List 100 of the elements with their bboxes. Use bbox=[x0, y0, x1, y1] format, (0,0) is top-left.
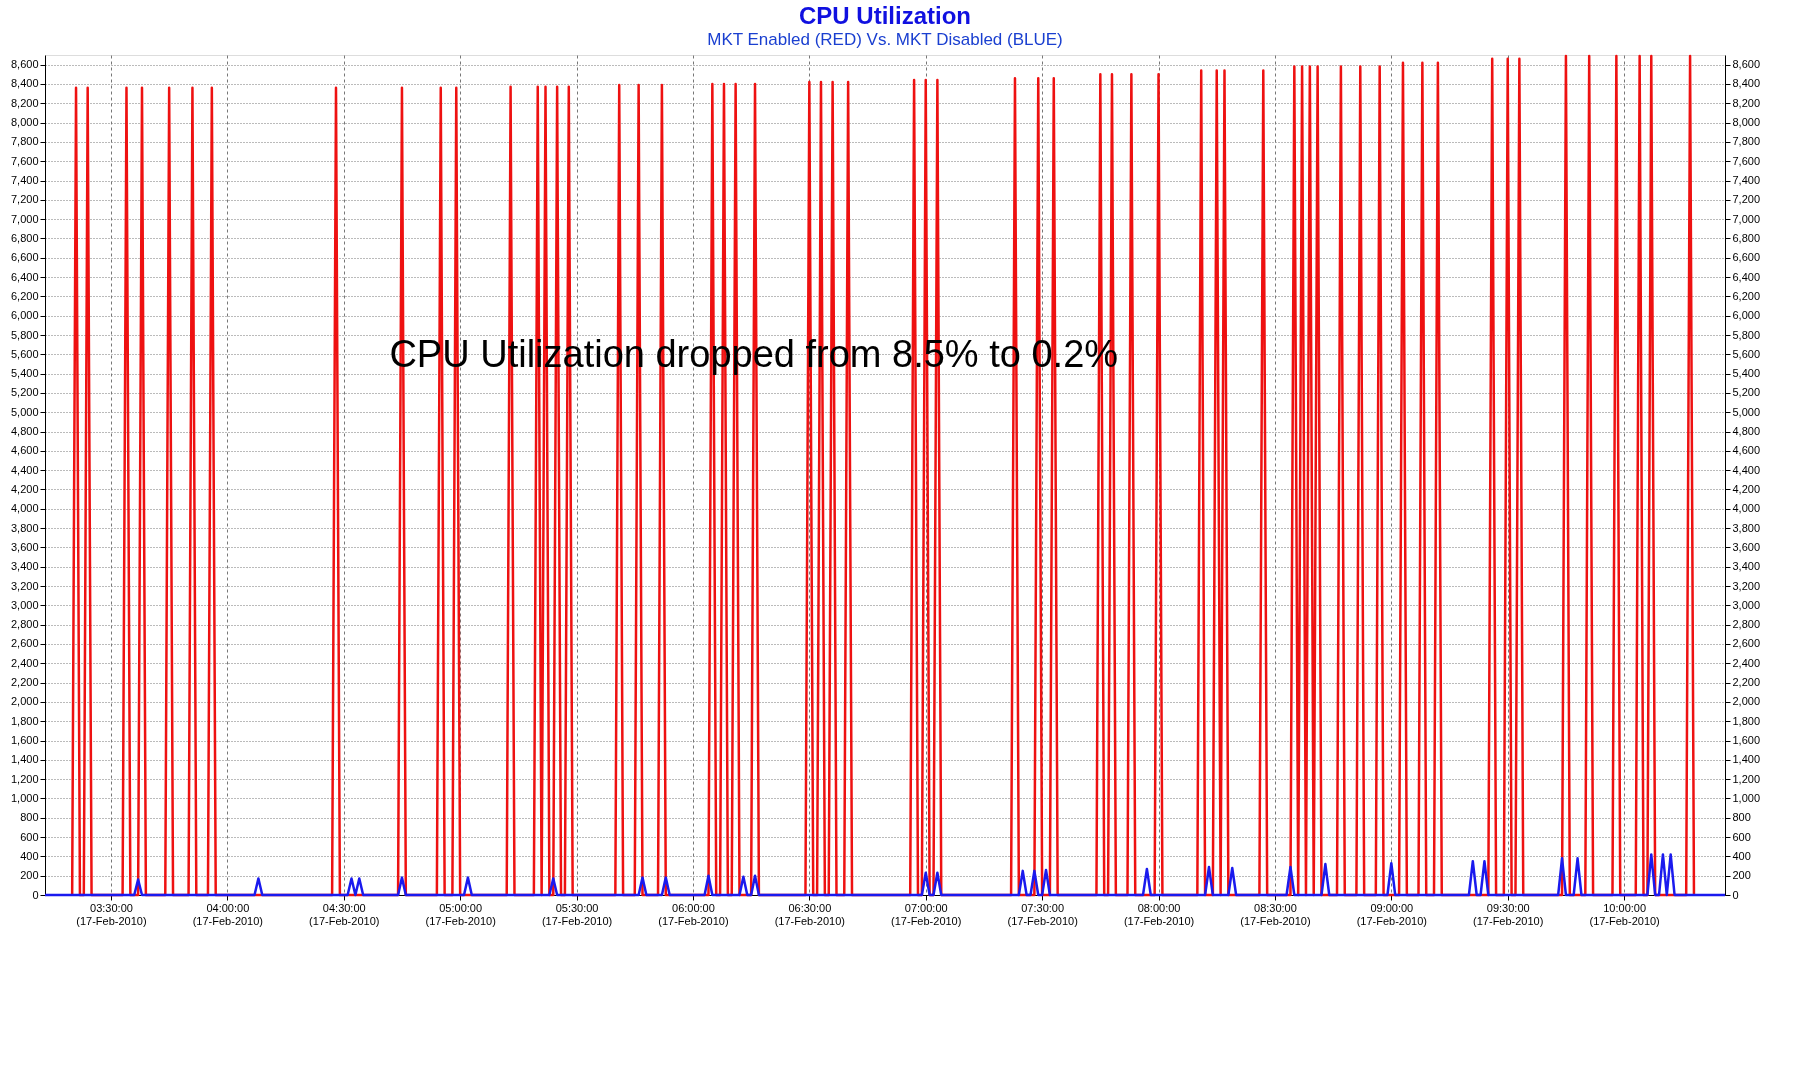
y-tick-label: 5,800 bbox=[10, 328, 39, 341]
y-tick-label: 1,200 bbox=[10, 772, 39, 785]
line-series bbox=[70, 54, 1696, 897]
y2-tick-label: 2,800 bbox=[1732, 618, 1761, 631]
y2-tick-label: 7,400 bbox=[1732, 174, 1761, 187]
x-tick-label: 05:30:00 (17-Feb-2010) bbox=[541, 901, 613, 927]
y2-tick-label: 6,000 bbox=[1732, 309, 1761, 322]
x-tick-label: 05:00:00 (17-Feb-2010) bbox=[425, 901, 496, 927]
x-tick-label: 06:00:00 (17-Feb-2010) bbox=[658, 901, 729, 927]
y2-tick-label: 2,400 bbox=[1732, 656, 1761, 669]
y2-tick-label: 5,200 bbox=[1732, 386, 1761, 399]
y-tick-label: 800 bbox=[20, 811, 39, 824]
x-tick-label: 04:30:00 (17-Feb-2010) bbox=[309, 901, 380, 927]
y2-tick-label: 5,400 bbox=[1732, 367, 1761, 380]
y2-tick-label: 3,000 bbox=[1732, 598, 1761, 611]
y-tick-label: 6,600 bbox=[10, 251, 39, 264]
y2-tick-label: 600 bbox=[1732, 830, 1751, 843]
y2-tick-label: 4,000 bbox=[1732, 502, 1761, 515]
y-tick-label: 4,400 bbox=[10, 463, 39, 476]
y-tick-label: 6,200 bbox=[10, 289, 39, 302]
y-tick-label: 7,400 bbox=[10, 174, 39, 187]
y-tick-label: 3,800 bbox=[10, 521, 39, 534]
y-tick-label: 1,400 bbox=[10, 753, 39, 766]
x-tick-label: 07:00:00 (17-Feb-2010) bbox=[891, 901, 962, 927]
y2-tick-label: 3,600 bbox=[1732, 540, 1761, 553]
y-tick-label: 2,200 bbox=[10, 676, 39, 689]
x-tick-label: 04:00:00 (17-Feb-2010) bbox=[192, 901, 264, 927]
y-tick-label: 7,600 bbox=[10, 154, 39, 167]
y2-tick-label: 3,400 bbox=[1732, 560, 1761, 573]
y2-tick-label: 1,800 bbox=[1732, 714, 1761, 727]
y2-tick-label: 8,400 bbox=[1732, 77, 1761, 90]
y2-tick-label: 1,600 bbox=[1732, 734, 1761, 747]
y2-tick-label: 8,000 bbox=[1732, 116, 1761, 129]
y2-tick-label: 4,800 bbox=[1732, 425, 1761, 438]
y-tick-label: 8,000 bbox=[10, 116, 39, 129]
y2-tick-label: 7,000 bbox=[1732, 212, 1761, 225]
y-tick-label: 6,800 bbox=[10, 231, 39, 244]
y-tick-label: 5,200 bbox=[10, 386, 39, 399]
y-tick-label: 8,200 bbox=[10, 96, 39, 109]
y-tick-label: 600 bbox=[20, 830, 39, 843]
y-tick-label: 6,000 bbox=[10, 309, 39, 322]
y-tick-label: 3,200 bbox=[10, 579, 39, 592]
y2-tick-label: 2,600 bbox=[1732, 637, 1761, 650]
y2-tick-label: 7,600 bbox=[1732, 154, 1761, 167]
y2-tick-label: 800 bbox=[1732, 811, 1751, 824]
chart-title: CPU Utilization bbox=[799, 2, 971, 30]
y2-tick-label: 6,800 bbox=[1732, 231, 1761, 244]
y-tick-label: 3,000 bbox=[10, 598, 39, 611]
y2-tick-label: 2,200 bbox=[1732, 676, 1761, 689]
y-tick-label: 2,600 bbox=[10, 637, 39, 650]
y2-tick-label: 2,000 bbox=[1732, 695, 1761, 708]
y2-tick-label: 4,400 bbox=[1732, 463, 1761, 476]
y2-tick-label: 6,400 bbox=[1732, 270, 1761, 283]
y2-tick-label: 8,200 bbox=[1732, 96, 1761, 109]
y2-tick-label: 5,800 bbox=[1732, 328, 1761, 341]
y-tick-label: 7,000 bbox=[10, 212, 39, 225]
y2-tick-label: 4,600 bbox=[1732, 444, 1761, 457]
y-tick-label: 2,000 bbox=[10, 695, 39, 708]
y2-tick-label: 5,000 bbox=[1732, 405, 1761, 418]
y-tick-label: 5,600 bbox=[10, 347, 39, 360]
y-tick-label: 3,400 bbox=[10, 560, 39, 573]
y2-tick-label: 0 bbox=[1732, 888, 1739, 901]
y-tick-label: 6,400 bbox=[10, 270, 39, 283]
y-tick-label: 200 bbox=[20, 869, 39, 882]
chart-subtitle: MKT Enabled (RED) Vs. MKT Disabled (BLUE) bbox=[707, 30, 1063, 50]
y2-tick-label: 4,200 bbox=[1732, 482, 1761, 495]
y-tick-label: 1,800 bbox=[10, 714, 39, 727]
y-tick-label: 4,200 bbox=[10, 482, 39, 495]
x-tick-label: 07:30:00 (17-Feb-2010) bbox=[1007, 901, 1078, 927]
y2-tick-label: 200 bbox=[1732, 869, 1751, 882]
y2-tick-label: 1,200 bbox=[1732, 772, 1761, 785]
y-tick-label: 5,400 bbox=[10, 367, 39, 380]
y-tick-label: 7,800 bbox=[10, 135, 39, 148]
x-tick-label: 06:30:00 (17-Feb-2010) bbox=[774, 901, 846, 927]
y2-tick-label: 7,800 bbox=[1732, 135, 1761, 148]
y2-tick-label: 400 bbox=[1732, 849, 1751, 862]
y-tick-label: 5,000 bbox=[10, 405, 39, 418]
x-tick-label: 08:00:00 (17-Feb-2010) bbox=[1123, 901, 1195, 927]
y2-tick-label: 7,200 bbox=[1732, 193, 1761, 206]
y-tick-label: 7,200 bbox=[10, 193, 39, 206]
y-tick-label: 2,800 bbox=[10, 618, 39, 631]
y2-tick-label: 5,600 bbox=[1732, 347, 1761, 360]
y2-tick-label: 6,200 bbox=[1732, 289, 1761, 302]
y-tick-label: 1,600 bbox=[10, 734, 39, 747]
y2-tick-label: 1,400 bbox=[1732, 753, 1761, 766]
x-tick-label: 10:00:00 (17-Feb-2010) bbox=[1589, 901, 1660, 927]
y-tick-label: 400 bbox=[20, 849, 39, 862]
y-tick-label: 8,400 bbox=[10, 77, 39, 90]
x-tick-label: 09:30:00 (17-Feb-2010) bbox=[1473, 901, 1544, 927]
y-tick-label: 8,600 bbox=[10, 58, 39, 71]
y-tick-label: 4,000 bbox=[10, 502, 39, 515]
x-tick-label: 09:00:00 (17-Feb-2010) bbox=[1356, 901, 1427, 927]
y-tick-label: 1,000 bbox=[10, 791, 39, 804]
y-tick-label: 4,600 bbox=[10, 444, 39, 457]
y2-tick-label: 3,200 bbox=[1732, 579, 1761, 592]
y-tick-label: 3,600 bbox=[10, 540, 39, 553]
y2-tick-label: 8,600 bbox=[1732, 58, 1761, 71]
y2-tick-label: 1,000 bbox=[1732, 791, 1761, 804]
y2-tick-label: 3,800 bbox=[1732, 521, 1761, 534]
x-tick-label: 03:30:00 (17-Feb-2010) bbox=[76, 901, 147, 927]
